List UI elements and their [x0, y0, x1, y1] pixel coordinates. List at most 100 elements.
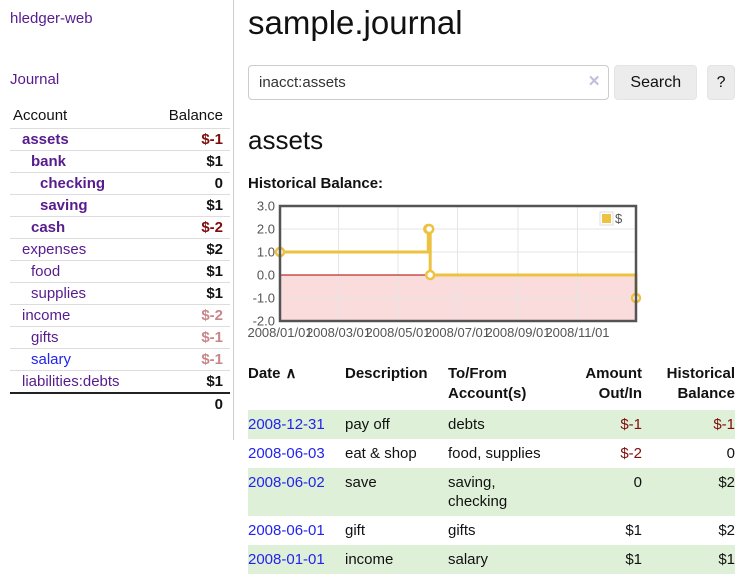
- account-link[interactable]: saving: [40, 197, 88, 214]
- register-header-date[interactable]: Date ∧: [248, 365, 297, 382]
- brand-link[interactable]: hledger-web: [10, 10, 93, 27]
- register-header-row: Date ∧ Description To/From Account(s) Amo…: [248, 361, 735, 410]
- search-input[interactable]: [248, 65, 610, 100]
- search-box: ✕: [248, 65, 610, 100]
- account-link[interactable]: income: [22, 307, 71, 324]
- legend-label: $: [615, 211, 623, 226]
- account-name-cell: saving: [10, 194, 149, 217]
- account-link[interactable]: bank: [31, 153, 67, 170]
- sidebar-item-journal[interactable]: Journal: [10, 71, 60, 88]
- transaction-accounts: salary: [448, 551, 489, 568]
- transaction-accounts: food, supplies: [448, 445, 541, 462]
- account-balance: 0: [148, 172, 230, 195]
- account-row: income $-2: [10, 304, 230, 327]
- transaction-amount: $-2: [620, 445, 642, 462]
- chart-svg: $3.0 2.0 1.0 0.0 -1.0 -2.02008/01/012008/03/0…: [247, 199, 642, 340]
- transaction-row: 2008-06-02 save saving, checking 0 $2: [248, 468, 735, 516]
- accounts-header-account: Account: [13, 107, 68, 124]
- main-content: sample.journal ✕ Search ? assets Histori…: [247, 0, 735, 574]
- account-row: saving $1: [10, 194, 230, 217]
- clear-search-icon[interactable]: ✕: [587, 73, 601, 90]
- transaction-amount: 0: [633, 474, 642, 491]
- account-name-cell: food: [10, 260, 149, 283]
- register-header-accounts: To/From Account(s): [448, 365, 527, 402]
- account-row: assets $-1: [10, 128, 230, 151]
- accounts-header-row: Account Balance: [10, 105, 230, 129]
- accounts-total-row: 0: [10, 392, 230, 415]
- transaction-balance: 0: [726, 445, 735, 462]
- transaction-date-cell: 2008-06-03: [248, 439, 345, 468]
- account-row: supplies $1: [10, 282, 230, 305]
- help-button[interactable]: ?: [707, 65, 735, 100]
- sort-asc-icon: ∧: [285, 365, 297, 382]
- data-point-marker: [423, 223, 435, 235]
- transaction-description: gift: [345, 522, 366, 539]
- accounts-total-spacer: [10, 392, 149, 415]
- search-button[interactable]: Search: [614, 65, 698, 100]
- data-point-marker: [424, 269, 436, 281]
- transaction-date-link[interactable]: 2008-06-01: [248, 522, 325, 539]
- transaction-date-link[interactable]: 2008-12-31: [248, 416, 325, 433]
- transaction-row: 2008-06-01 gift gifts $1 $2: [248, 516, 735, 545]
- account-link[interactable]: gifts: [31, 329, 59, 346]
- account-row: food $1: [10, 260, 230, 283]
- account-heading: assets: [248, 125, 324, 155]
- account-name-cell: supplies: [10, 282, 149, 305]
- register-header-description: Description: [345, 365, 428, 382]
- accounts-header-balance: Balance: [168, 107, 223, 124]
- y-axis-tick-label: 1.0: [257, 245, 275, 260]
- account-row: salary $-1: [10, 348, 230, 371]
- page-title: sample.journal: [248, 4, 463, 41]
- account-link[interactable]: salary: [31, 351, 72, 368]
- x-axis-tick-label: 2008/03/01: [306, 325, 371, 340]
- transaction-date-link[interactable]: 2008-01-01: [248, 551, 325, 568]
- y-axis-tick-label: 0.0: [257, 268, 275, 283]
- account-balance: $-1: [148, 128, 230, 151]
- transaction-date-cell: 2008-06-02: [248, 468, 345, 516]
- account-balance: $-2: [148, 304, 230, 327]
- transaction-accounts: debts: [448, 416, 485, 433]
- transaction-accounts: saving, checking: [448, 474, 508, 510]
- transaction-row: 2008-12-31 pay off debts $-1 $-1: [248, 410, 735, 439]
- register-header-balance: Historical Balance: [666, 365, 735, 402]
- account-balance: $1: [148, 150, 230, 173]
- accounts-table: Account Balance assets $-1 bank $1 checking 0…: [10, 105, 230, 415]
- transaction-date-link[interactable]: 2008-06-03: [248, 445, 325, 462]
- account-link[interactable]: checking: [40, 175, 106, 192]
- account-link[interactable]: cash: [31, 219, 66, 236]
- account-balance: $-1: [148, 348, 230, 371]
- account-row: cash $-2: [10, 216, 230, 239]
- transaction-amount: $-1: [620, 416, 642, 433]
- y-axis-tick-label: -1.0: [253, 291, 275, 306]
- account-name-cell: cash: [10, 216, 149, 239]
- register-table: Date ∧ Description To/From Account(s) Amo…: [248, 361, 735, 574]
- transaction-amount: $1: [625, 551, 642, 568]
- transaction-date-link[interactable]: 2008-06-02: [248, 474, 325, 491]
- transaction-amount: $1: [625, 522, 642, 539]
- y-axis-tick-label: 2.0: [257, 222, 275, 237]
- transaction-date-cell: 2008-12-31: [248, 410, 345, 439]
- account-balance: $-1: [148, 326, 230, 349]
- transaction-row: 2008-06-03 eat & shop food, supplies $-2 0: [248, 439, 735, 468]
- account-balance: $2: [148, 238, 230, 261]
- transaction-balance: $2: [718, 474, 735, 491]
- account-name-cell: liabilities:debts: [10, 370, 149, 393]
- account-link[interactable]: food: [31, 263, 61, 280]
- sidebar: hledger-web Journal Account Balance asse…: [0, 0, 234, 440]
- transaction-row: 2008-01-01 income salary $1 $1: [248, 545, 735, 574]
- chart-legend: $: [599, 211, 623, 226]
- account-link[interactable]: supplies: [31, 285, 87, 302]
- account-link[interactable]: liabilities:debts: [22, 373, 120, 390]
- transaction-description: save: [345, 474, 377, 491]
- account-row: liabilities:debts $1: [10, 370, 230, 393]
- account-balance: $1: [148, 194, 230, 217]
- chart-title: Historical Balance:: [248, 175, 384, 192]
- x-axis-tick-label: 2008/11/01: [545, 325, 609, 340]
- x-axis-tick-label: 2008/09/01: [485, 325, 550, 340]
- plot-border: [278, 204, 638, 323]
- account-name-cell: gifts: [10, 326, 149, 349]
- x-axis-tick-label: 2008/01/01: [247, 325, 312, 340]
- account-balance: $1: [148, 370, 230, 393]
- account-link[interactable]: expenses: [22, 241, 87, 258]
- account-link[interactable]: assets: [22, 131, 69, 148]
